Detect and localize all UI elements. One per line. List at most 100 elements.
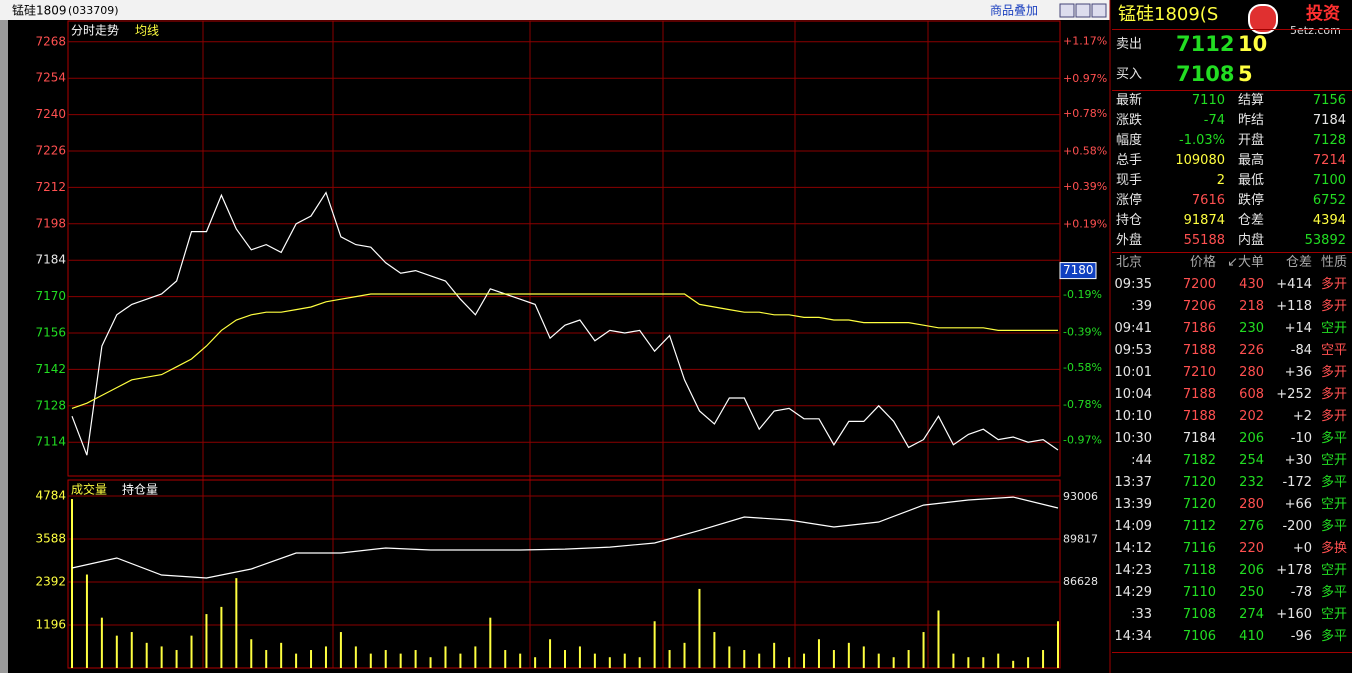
trade-oi-change: +178	[1276, 563, 1312, 578]
stat-label: 昨结	[1238, 113, 1265, 128]
volume-bar	[339, 632, 342, 668]
volume-bar	[549, 639, 552, 668]
volume-bar	[265, 650, 268, 668]
trade-nature: 空开	[1320, 497, 1347, 512]
y-tick-label: 7268	[35, 34, 66, 48]
trade-nature: 空开	[1320, 607, 1347, 622]
volume-bar	[758, 653, 761, 668]
trade-nature: 空开	[1320, 321, 1347, 336]
trade-volume: 206	[1239, 431, 1264, 446]
trade-nature: 空开	[1320, 453, 1347, 468]
bid-price: 7108	[1176, 62, 1235, 86]
y-tick-label: 1196	[35, 618, 66, 632]
trade-time: 14:34	[1114, 629, 1152, 644]
header-bar	[0, 0, 1110, 20]
volume-bar	[71, 499, 73, 668]
trade-oi-change: +2	[1292, 409, 1312, 424]
y-tick-label: 2392	[35, 575, 66, 589]
y-tick-label: 7240	[35, 107, 66, 121]
volume-bar	[429, 657, 432, 668]
trade-volume: 410	[1239, 629, 1264, 644]
trade-oi-change: -200	[1282, 519, 1312, 534]
volume-bar	[623, 653, 626, 668]
trade-nature: 多开	[1320, 365, 1347, 380]
trade-oi-change: -78	[1290, 585, 1312, 600]
trade-time: 09:35	[1114, 277, 1152, 292]
y-tick-label: 7198	[35, 216, 66, 230]
y2-tick-label: -0.78%	[1063, 398, 1102, 411]
volume-bar	[683, 642, 686, 668]
stat-value: -1.03%	[1179, 133, 1225, 148]
trade-volume: 250	[1239, 585, 1264, 600]
volume-bar	[1027, 657, 1030, 668]
trade-price: 7112	[1182, 519, 1216, 534]
volume-bar	[982, 657, 985, 668]
nav-button[interactable]	[1075, 3, 1091, 18]
trade-volume: 226	[1239, 343, 1264, 358]
trade-price: 7110	[1182, 585, 1216, 600]
trades-header: 价格	[1189, 255, 1216, 270]
y2-tick-label: +0.39%	[1063, 180, 1107, 193]
trade-price: 7206	[1182, 299, 1216, 314]
volume-bar	[593, 653, 596, 668]
quote-title: 锰硅1809(S	[1118, 4, 1219, 25]
y2-tick-label: +0.19%	[1063, 217, 1107, 230]
stat-label: 结算	[1238, 93, 1265, 108]
volume-bar	[295, 653, 298, 668]
nav-button[interactable]	[1059, 3, 1075, 18]
volume-bar	[967, 657, 970, 668]
stat-value: 7616	[1191, 193, 1225, 208]
volume-bar	[489, 617, 492, 668]
series-line	[71, 293, 1058, 409]
trade-time: 13:37	[1114, 475, 1152, 490]
trade-price: 7120	[1182, 497, 1216, 512]
logo-site: 5etz.com	[1290, 24, 1341, 37]
trades-header: ↙大单	[1227, 255, 1264, 270]
stat-value: 7184	[1312, 113, 1346, 128]
trade-volume: 274	[1239, 607, 1264, 622]
trade-volume: 232	[1239, 475, 1264, 490]
overlay-button[interactable]: 商品叠加	[990, 3, 1038, 18]
trade-nature: 多开	[1320, 387, 1347, 402]
volume-bar	[892, 657, 895, 668]
volume-bar	[280, 642, 283, 668]
volume-bar	[190, 635, 193, 668]
trade-time: 14:09	[1114, 519, 1152, 534]
ask-price: 7112	[1176, 32, 1235, 56]
stat-value: 7156	[1312, 93, 1346, 108]
volume-bar	[444, 646, 447, 668]
header-code: (033709)	[68, 4, 119, 17]
series-line	[71, 496, 1059, 579]
trade-price: 7188	[1182, 343, 1216, 358]
volume-bar	[414, 650, 417, 668]
trade-time: 10:04	[1114, 387, 1152, 402]
nav-button[interactable]	[1091, 3, 1107, 18]
y-tick-label: 4784	[35, 489, 66, 503]
volume-bar	[907, 650, 910, 668]
ask-label: 卖出	[1116, 37, 1143, 52]
legend-label: 持仓量	[122, 482, 158, 497]
stat-value: 4394	[1312, 213, 1346, 228]
y-tick-label: 7128	[35, 398, 66, 412]
trade-volume: 220	[1239, 541, 1264, 556]
panel-frame	[67, 20, 1061, 477]
stat-label: 涨停	[1116, 193, 1143, 208]
volume-bar	[1012, 660, 1015, 668]
volume-bar	[564, 650, 566, 668]
stat-label: 开盘	[1238, 133, 1265, 148]
side-strip	[0, 20, 8, 673]
trade-price: 7106	[1182, 629, 1216, 644]
ask-volume: 10	[1238, 32, 1268, 56]
volume-bar	[115, 635, 118, 668]
stat-value: 7110	[1191, 93, 1225, 108]
volume-bar	[803, 653, 806, 668]
trade-price: 7184	[1182, 431, 1216, 446]
volume-bar	[384, 650, 387, 668]
stat-value: -74	[1203, 113, 1225, 128]
trade-nature: 多平	[1320, 629, 1347, 644]
trade-price: 7182	[1182, 453, 1216, 468]
trade-oi-change: -84	[1290, 343, 1312, 358]
trade-price: 7120	[1182, 475, 1216, 490]
trade-time: :39	[1131, 299, 1152, 314]
